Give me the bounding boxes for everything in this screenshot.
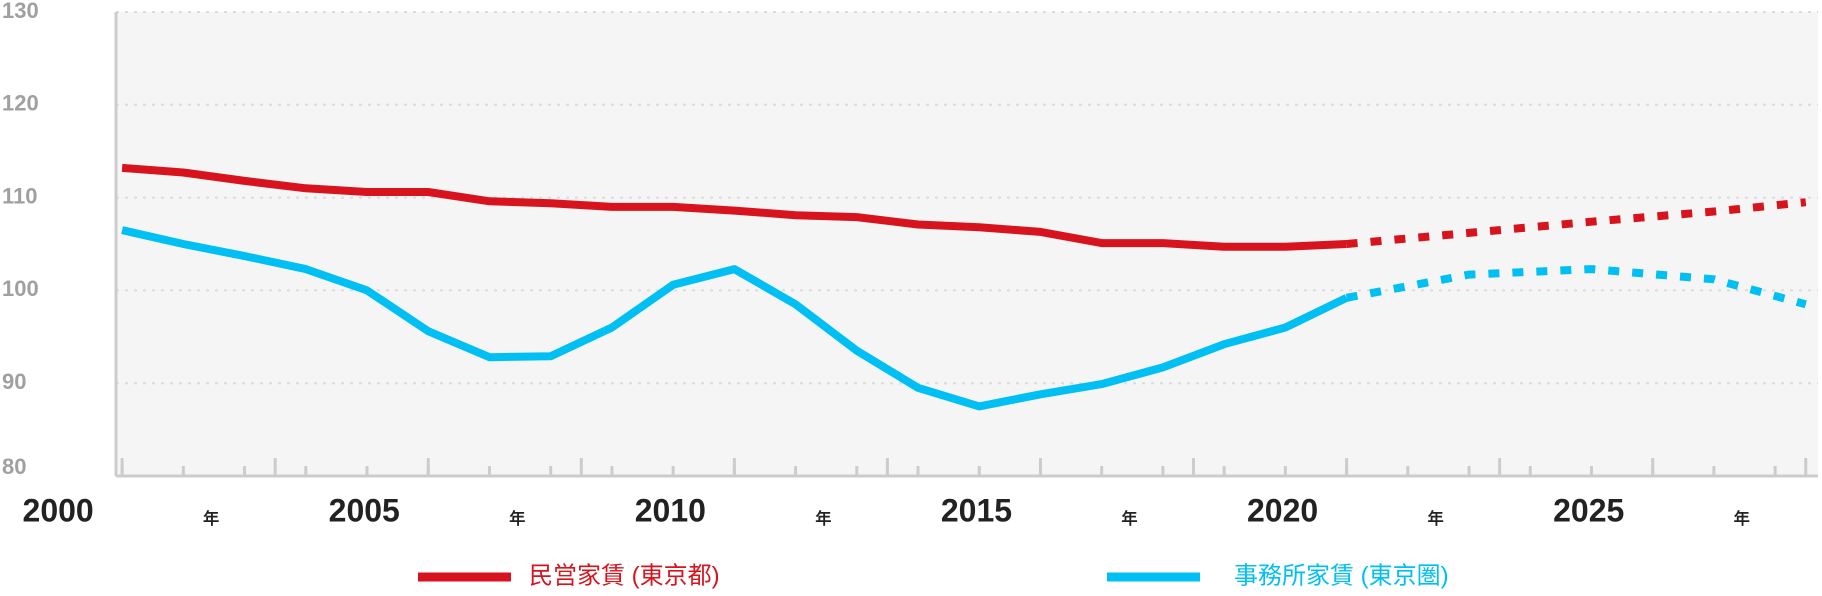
x-tick-label: 2025 [1553, 492, 1624, 528]
y-tick-label: 80 [2, 454, 26, 479]
x-tick-label: 2000 [23, 492, 94, 528]
x-tick-label: 2010 [635, 492, 706, 528]
x-tick-label: 2020 [1247, 492, 1318, 528]
forecast-line [1345, 265, 1807, 309]
x-tick-label: 年 [815, 509, 831, 528]
forecast-line [1346, 198, 1807, 248]
legend-label: 事務所家賃 (東京圏) [1234, 562, 1449, 589]
y-tick-label: 130 [2, 0, 39, 23]
x-tick-label: 年 [509, 509, 525, 528]
legend-label: 民営家賃 (東京都) [529, 562, 720, 589]
x-tick-label: 年 [1122, 509, 1138, 528]
y-tick-label: 100 [2, 276, 39, 301]
y-tick-label: 120 [2, 91, 39, 116]
x-tick-label: 年 [203, 509, 219, 528]
y-tick-label: 90 [2, 369, 26, 394]
x-tick-label: 年 [1428, 509, 1444, 528]
line [121, 163, 1347, 251]
x-tick-label: 2015 [941, 492, 1012, 528]
line [121, 226, 1349, 411]
x-tick-label: 2005 [329, 492, 400, 528]
y-tick-label: 110 [2, 183, 38, 208]
x-tick-label: 年 [1734, 509, 1750, 528]
